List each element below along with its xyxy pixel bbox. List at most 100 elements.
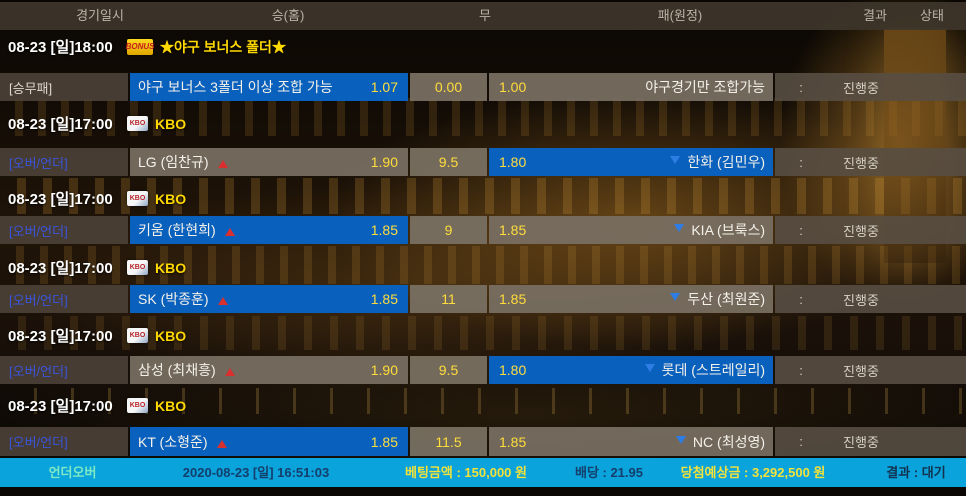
status-text: 진행중	[843, 155, 879, 171]
status-text: 진행중	[843, 292, 879, 308]
table-header: 경기일시 승(홈) 무 패(원정) 결과 상태	[0, 2, 966, 30]
away-odds-value: 1.85	[499, 291, 527, 307]
home-team-name: 키움 (한현희)	[138, 222, 216, 238]
odds-down-icon	[644, 364, 655, 372]
away-odds-button[interactable]: 1.85 NC (최성영)	[489, 427, 773, 456]
draw-odds-button[interactable]: 9	[410, 216, 487, 244]
draw-odds-value: 9.5	[438, 362, 459, 378]
status-text: 진행중	[843, 435, 879, 450]
away-odds-value: 1.85	[499, 433, 527, 450]
column-header-datetime: 경기일시	[76, 8, 124, 23]
column-header-away-win: 패(원정)	[657, 8, 703, 23]
league-name: KBO	[155, 327, 187, 344]
column-header-draw: 무	[479, 8, 491, 23]
draw-odds-button[interactable]: 9.5	[410, 356, 487, 384]
away-odds-button[interactable]: 1.85 KIA (브룩스)	[489, 216, 773, 244]
kbo-icon-text: KBO	[129, 195, 146, 202]
bet-type-label: [승무패]	[0, 73, 128, 101]
status-text: 진행중	[843, 80, 879, 96]
odds-up-icon	[217, 297, 228, 305]
odds-up-icon	[224, 228, 235, 236]
bet-result-status: 결과 : 대기	[886, 465, 946, 480]
home-odds-value: 1.07	[370, 79, 398, 95]
away-odds-button[interactable]: 1.80 롯데 (스트레일리)	[489, 356, 773, 384]
draw-odds-value: 9.5	[438, 154, 459, 170]
game-date-row: 08-23 [일]17:00 KBO KBO	[0, 254, 966, 281]
home-odds-value: 1.90	[370, 362, 398, 378]
league-name: KBO	[155, 259, 187, 276]
away-team-name: 한화 (김민우)	[687, 154, 765, 170]
game-date-row: 08-23 [일]17:00 KBO KBO	[0, 110, 966, 137]
bet-type-label: [오버/언더]	[0, 148, 128, 176]
draw-odds-button[interactable]: 9.5	[410, 148, 487, 176]
status-text: 진행중	[843, 363, 879, 379]
game-datetime: 08-23 [일]17:00	[8, 260, 113, 277]
result-status-cell: : 진행중	[775, 356, 966, 384]
bet-type-label: [오버/언더]	[0, 356, 128, 384]
away-odds-button[interactable]: 1.80 한화 (김민우)	[489, 148, 773, 176]
bonus-icon-text: BONUS	[125, 42, 155, 51]
away-odds-value: 1.00	[499, 79, 527, 95]
game-datetime: 08-23 [일]17:00	[8, 328, 113, 345]
bet-type-text: [오버/언더]	[9, 155, 68, 171]
bet-amount: 베팅금액 : 150,000 원	[405, 465, 527, 480]
kbo-icon-text: KBO	[129, 402, 146, 409]
draw-odds-value: 0.00	[434, 79, 463, 95]
bet-type-text: [오버/언더]	[9, 435, 68, 450]
score-separator: :	[799, 222, 803, 238]
kbo-logo-icon: KBO	[127, 398, 148, 413]
draw-odds-value: 11	[441, 291, 456, 307]
game-date-row: 08-23 [일]17:00 KBO KBO	[0, 322, 966, 349]
home-odds-button[interactable]: 삼성 (최채흥) 1.90	[130, 356, 408, 384]
bet-type-label: [오버/언더]	[0, 427, 128, 456]
home-odds-value: 1.85	[370, 433, 398, 450]
total-odds: 배당 : 21.95	[574, 465, 643, 480]
draw-odds-value: 9	[444, 222, 453, 238]
home-odds-button[interactable]: 야구 보너스 3폴더 이상 조합 가능 1.07	[130, 73, 408, 101]
bet-row: [승무패] 야구 보너스 3폴더 이상 조합 가능 1.07 0.00 1.00…	[0, 73, 966, 101]
home-team-name: LG (임찬규)	[138, 154, 209, 170]
odds-up-icon	[217, 160, 228, 168]
home-odds-button[interactable]: SK (박종훈) 1.85	[130, 285, 408, 313]
kbo-logo-icon: KBO	[127, 191, 148, 206]
home-odds-button[interactable]: LG (임찬규) 1.90	[130, 148, 408, 176]
result-status-cell: : 진행중	[775, 285, 966, 313]
bonus-icon: BONUS	[125, 38, 155, 55]
league-name: ★야구 보너스 폴더★	[160, 38, 286, 55]
game-date-row: 08-23 [일]18:00 BONUS ★야구 보너스 폴더★	[0, 33, 966, 60]
kbo-logo-icon: KBO	[127, 116, 148, 131]
away-odds-button[interactable]: 1.00 야구경기만 조합가능	[489, 73, 773, 101]
game-date-row: 08-23 [일]17:00 KBO KBO	[0, 392, 966, 419]
draw-odds-button[interactable]: 11	[410, 285, 487, 313]
away-team-name: NC (최성영)	[692, 433, 765, 450]
expected-prize: 당첨예상금 : 3,292,500 원	[680, 465, 826, 480]
away-team-name: KIA (브룩스)	[691, 222, 765, 238]
draw-odds-button[interactable]: 0.00	[410, 73, 487, 101]
odds-up-icon	[224, 368, 235, 376]
draw-odds-button[interactable]: 11.5	[410, 427, 487, 456]
odds-down-icon	[670, 293, 681, 301]
odds-up-icon	[216, 439, 227, 448]
home-odds-button[interactable]: 키움 (한현희) 1.85	[130, 216, 408, 244]
game-datetime: 08-23 [일]17:00	[8, 398, 113, 415]
bet-row: [오버/언더] 삼성 (최채흥) 1.90 9.5 1.80 롯데 (스트레일리…	[0, 356, 966, 384]
odds-down-icon	[674, 224, 685, 232]
odds-down-icon	[675, 435, 686, 444]
column-header-result: 결과	[863, 8, 887, 23]
kbo-icon-text: KBO	[129, 120, 146, 127]
result-status-cell: : 진행중	[775, 148, 966, 176]
league-name: KBO	[155, 115, 187, 132]
game-date-row: 08-23 [일]17:00 KBO KBO	[0, 185, 966, 212]
score-separator: :	[799, 434, 803, 449]
league-name: KBO	[155, 397, 187, 414]
away-odds-button[interactable]: 1.85 두산 (최원준)	[489, 285, 773, 313]
column-header-status: 상태	[920, 8, 944, 23]
bet-summary-bar: 언더오버 2020-08-23 [일] 16:51:03 베팅금액 : 150,…	[0, 458, 966, 487]
home-odds-button[interactable]: KT (소형준) 1.85	[130, 427, 408, 456]
bet-row: [오버/언더] KT (소형준) 1.85 11.5 1.85 NC (최성영)…	[0, 427, 966, 456]
league-name: KBO	[155, 190, 187, 207]
odds-down-icon	[670, 156, 681, 164]
bet-type-label: [오버/언더]	[0, 216, 128, 244]
game-datetime: 08-23 [일]18:00	[8, 39, 113, 56]
